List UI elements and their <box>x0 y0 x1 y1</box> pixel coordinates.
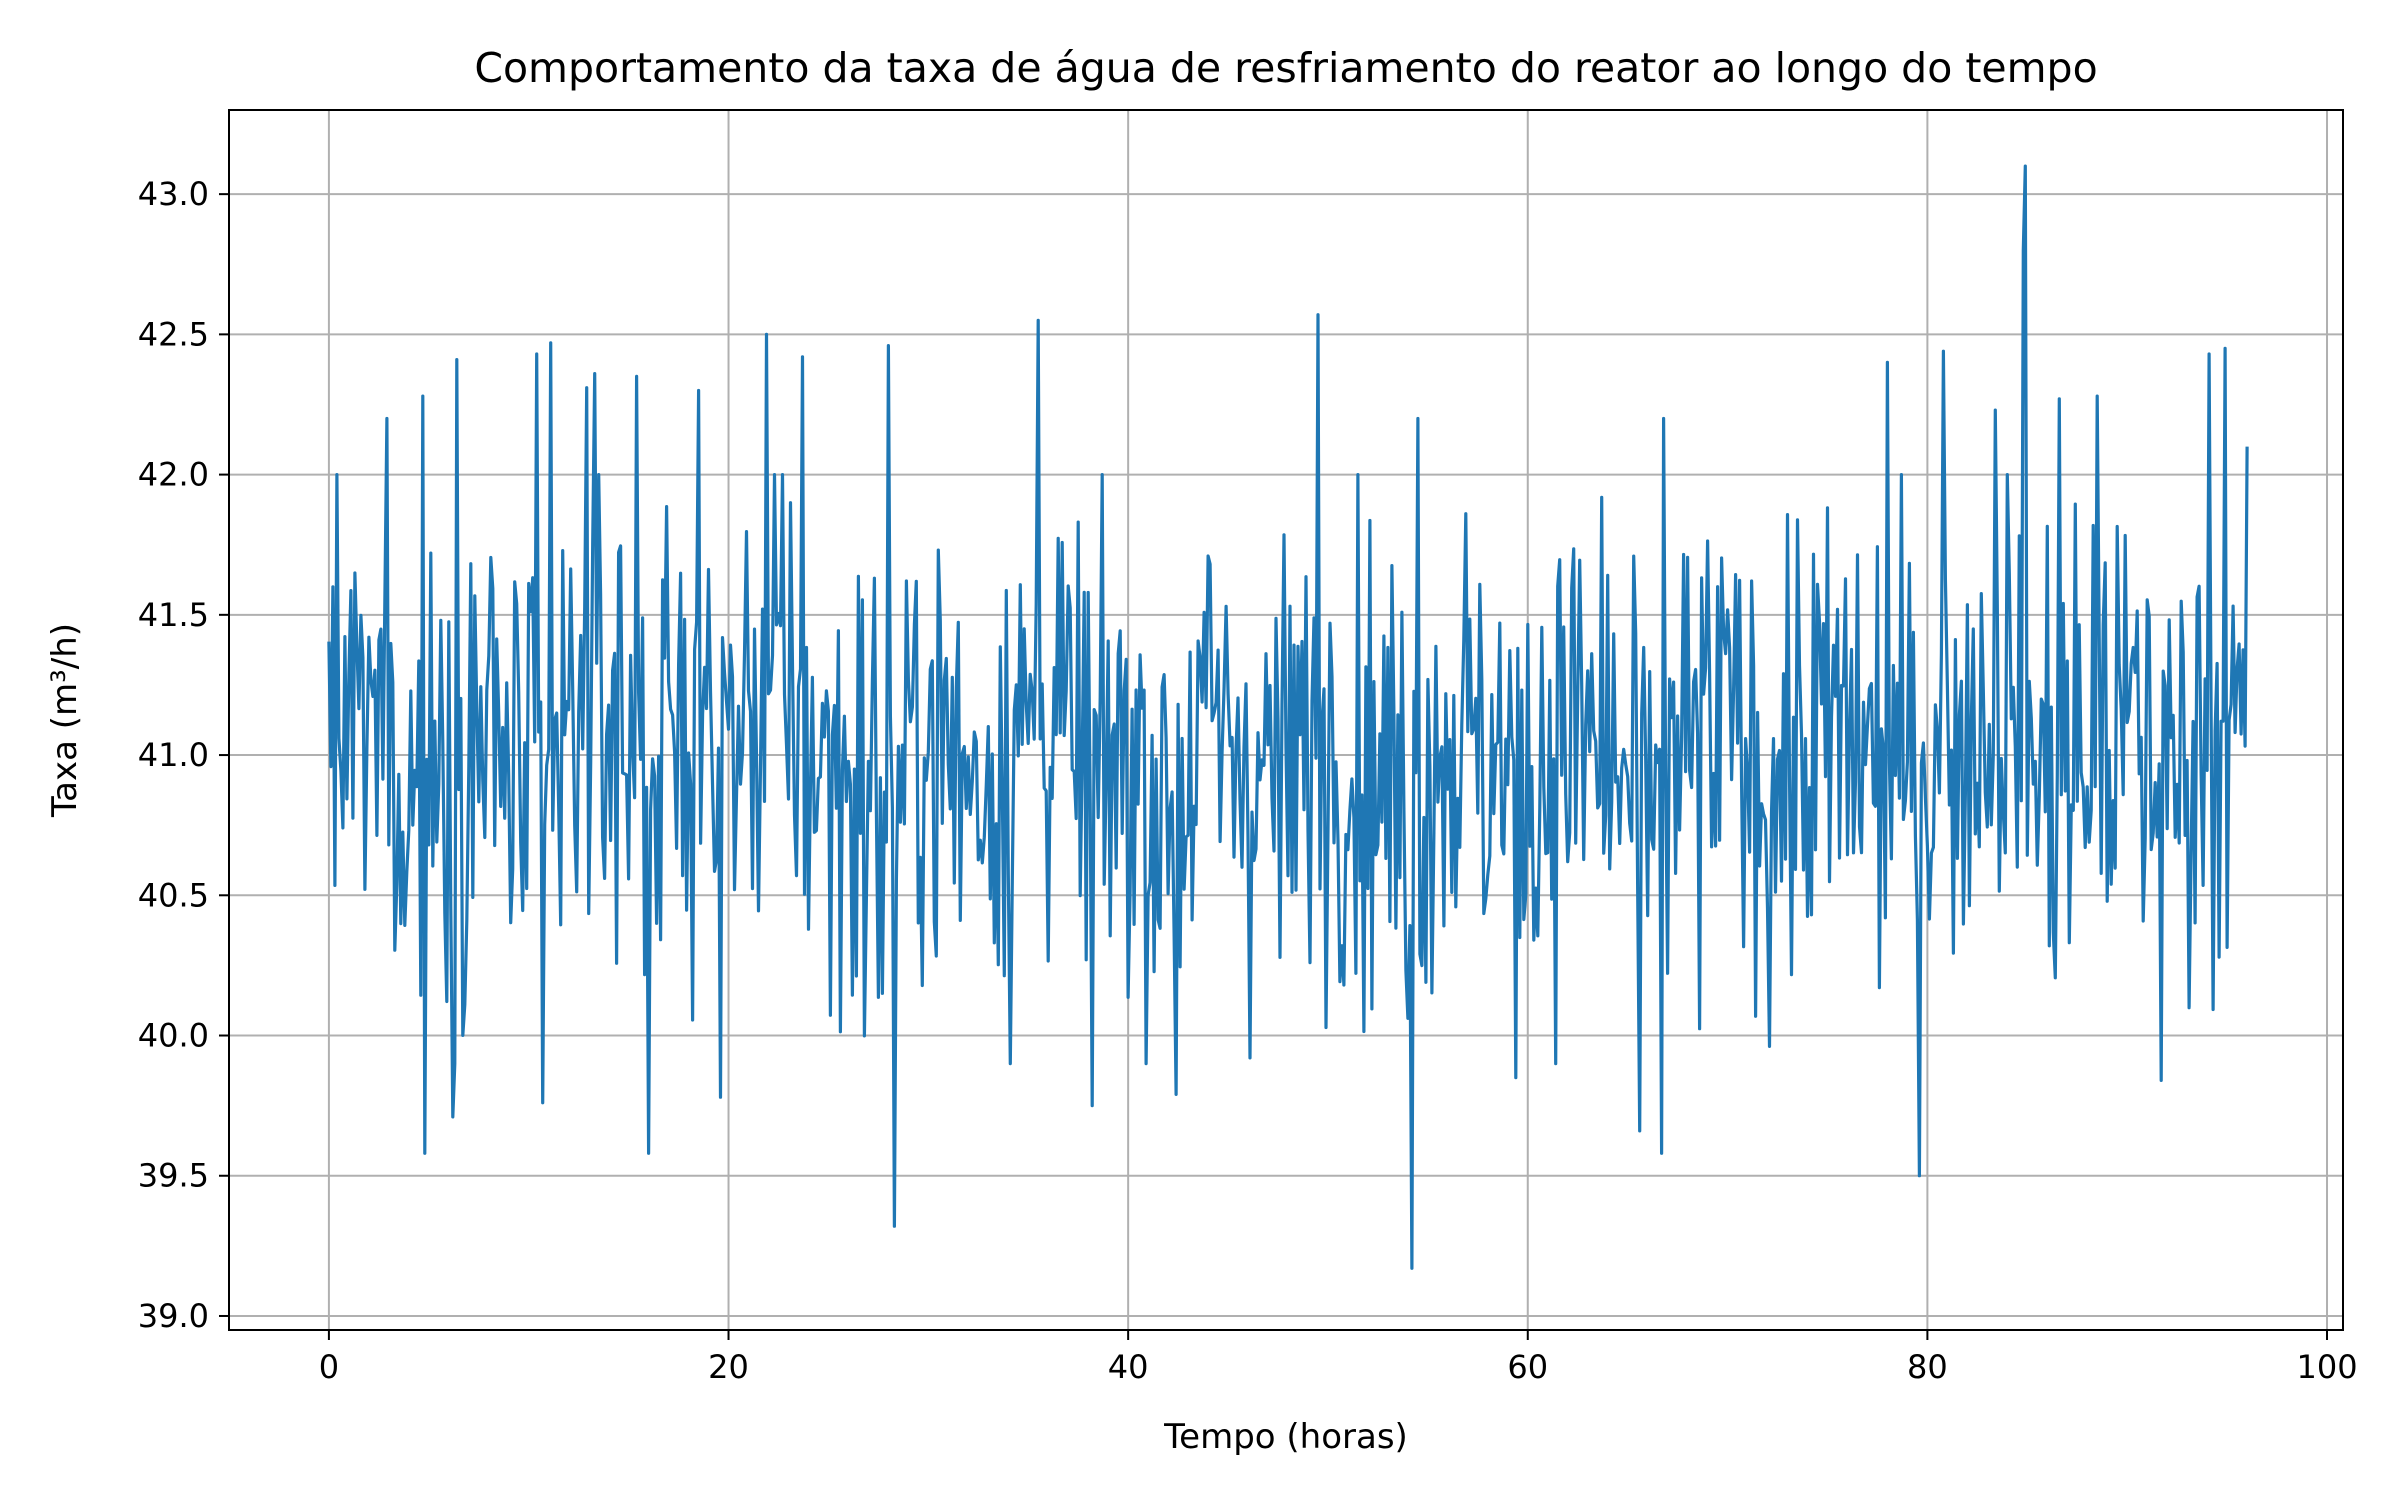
grid <box>229 110 2343 1330</box>
x-tick-label: 80 <box>1907 1348 1948 1386</box>
y-tick-label: 40.0 <box>138 1017 209 1055</box>
chart-title: Comportamento da taxa de água de resfria… <box>474 44 2097 92</box>
y-tick-label: 41.5 <box>138 596 209 634</box>
y-axis: 39.0 39.5 40.0 40.5 41.0 41.5 42.0 42.5 43.0 <box>138 175 229 1335</box>
y-tick-label: 42.0 <box>138 456 209 494</box>
y-tick-label: 42.5 <box>138 315 209 353</box>
y-tick-label: 43.0 <box>138 175 209 213</box>
y-tick-label: 41.0 <box>138 736 209 774</box>
x-axis-title: Tempo (horas) <box>1163 1417 1408 1457</box>
x-tick-label: 60 <box>1507 1348 1548 1386</box>
y-axis-title: Taxa (m³/h) <box>45 623 85 818</box>
x-axis: 0 20 40 60 80 100 <box>319 1330 2358 1386</box>
x-tick-label: 20 <box>708 1348 749 1386</box>
series-line <box>327 164 2249 1270</box>
y-tick-label: 39.5 <box>138 1157 209 1195</box>
plot-area <box>327 164 2249 1270</box>
plot-frame <box>228 109 2344 1331</box>
x-tick-label: 0 <box>319 1348 339 1386</box>
x-tick-label: 100 <box>2296 1348 2357 1386</box>
y-tick-label: 39.0 <box>138 1297 209 1335</box>
x-tick-label: 40 <box>1108 1348 1149 1386</box>
y-tick-label: 40.5 <box>138 876 209 914</box>
